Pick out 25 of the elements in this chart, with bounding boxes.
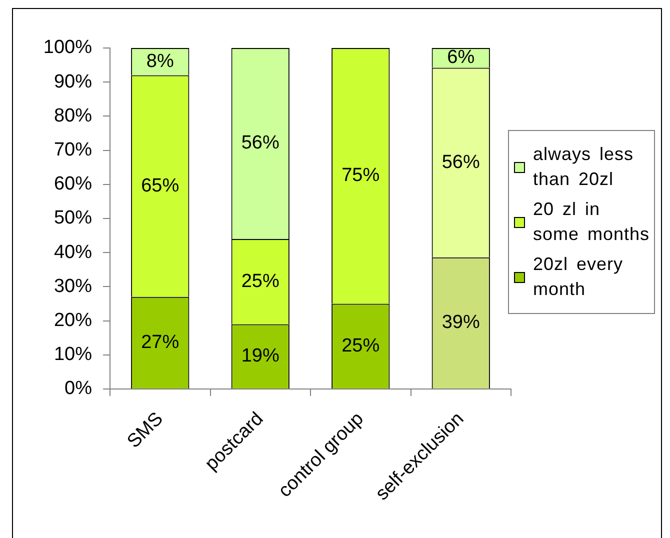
y-tick-label: 80% [54,105,92,126]
data-label: 75% [342,165,380,186]
legend-label: 20zl every month [533,253,624,301]
data-label: 8% [146,50,174,72]
data-label: 56% [241,132,280,154]
y-tick-label: 90% [54,71,92,92]
y-tick-label: 100% [43,37,92,58]
data-label: 27% [141,332,180,353]
data-label: 56% [442,152,480,173]
y-tick-label: 10% [54,344,92,366]
y-tick-label: 0% [64,378,92,400]
data-label: 6% [447,47,475,68]
data-label: 65% [141,175,180,196]
legend-label: 20 zl in some months [533,198,651,246]
y-tick-label: 40% [54,242,92,263]
y-tick-label: 70% [54,140,92,161]
data-label: 39% [442,312,480,334]
data-label: 19% [241,346,280,367]
data-label: 25% [241,270,280,292]
legend-label: always less than 20zl [533,143,635,191]
y-tick-label: 60% [54,174,92,195]
y-tick-label: 50% [54,208,92,229]
y-tick-label: 20% [54,310,92,332]
data-label: 25% [342,335,380,356]
y-tick-label: 30% [54,276,92,297]
